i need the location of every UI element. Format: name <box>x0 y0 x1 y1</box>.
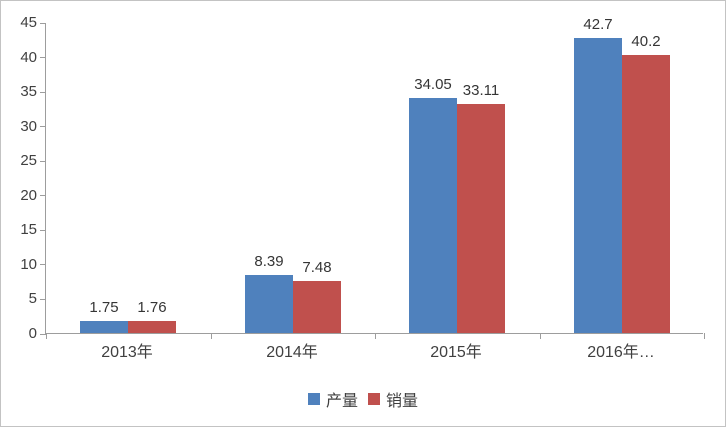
x-axis-tick <box>375 333 376 339</box>
y-axis-tick-label: 30 <box>20 118 37 135</box>
x-axis-tick <box>540 333 541 339</box>
bar-产量-2013年[interactable] <box>80 321 128 333</box>
y-axis-tick <box>40 264 46 265</box>
data-label: 42.7 <box>583 16 613 33</box>
data-label: 34.05 <box>414 76 452 93</box>
y-axis-tick <box>40 161 46 162</box>
category-label: 2015年 <box>430 344 482 361</box>
bar-产量-2014年[interactable] <box>245 275 293 333</box>
y-axis-tick <box>40 230 46 231</box>
bar-销量-2015年[interactable] <box>457 104 505 333</box>
x-axis-tick <box>211 333 212 339</box>
data-label: 1.76 <box>137 299 167 316</box>
category-label: 2013年 <box>101 344 153 361</box>
legend-item-销量[interactable]: 销量 <box>368 387 418 411</box>
data-label: 7.48 <box>302 259 332 276</box>
x-axis-tick <box>46 333 47 339</box>
data-label: 33.11 <box>462 82 500 99</box>
y-axis-tick-label: 20 <box>20 187 37 204</box>
y-axis-tick-label: 10 <box>20 256 37 273</box>
y-axis-tick-label: 0 <box>28 325 37 342</box>
y-axis-tick <box>40 299 46 300</box>
bar-销量-2016年…[interactable] <box>622 55 670 333</box>
y-axis-tick-label: 15 <box>20 221 37 238</box>
y-axis-tick <box>40 334 46 335</box>
y-axis-tick <box>40 126 46 127</box>
y-axis-tick-label: 5 <box>28 290 37 307</box>
bar-销量-2014年[interactable] <box>293 281 341 333</box>
legend-item-产量[interactable]: 产量 <box>307 387 358 411</box>
legend-label: 产量 <box>325 393 358 410</box>
legend-label: 销量 <box>386 393 419 410</box>
bar-产量-2016年…[interactable] <box>574 38 622 333</box>
category-label: 2016年… <box>587 344 655 361</box>
data-label: 8.39 <box>254 253 284 270</box>
plot-area: 1.75 8.39 34.05 42.7 1.76 7.48 33.11 40.2 <box>40 16 705 339</box>
y-axis-tick <box>40 23 46 24</box>
data-label: 40.2 <box>631 33 661 50</box>
legend-swatch-icon <box>307 393 320 405</box>
legend-swatch-icon <box>368 393 380 405</box>
y-axis-tick-label: 25 <box>20 152 37 169</box>
x-axis-tick <box>704 333 705 339</box>
y-axis-tick-label: 40 <box>20 49 37 66</box>
y-axis-tick-label: 35 <box>20 83 37 100</box>
y-axis-tick <box>40 57 46 58</box>
bar-产量-2015年[interactable] <box>409 98 457 333</box>
y-axis-tick-label: 45 <box>20 14 37 31</box>
data-label: 1.75 <box>89 299 119 316</box>
legend: 产量 销量 <box>1 387 725 411</box>
bar-销量-2013年[interactable] <box>128 321 176 333</box>
y-axis-tick <box>40 92 46 93</box>
y-axis-tick <box>40 195 46 196</box>
category-label: 2014年 <box>266 344 318 361</box>
